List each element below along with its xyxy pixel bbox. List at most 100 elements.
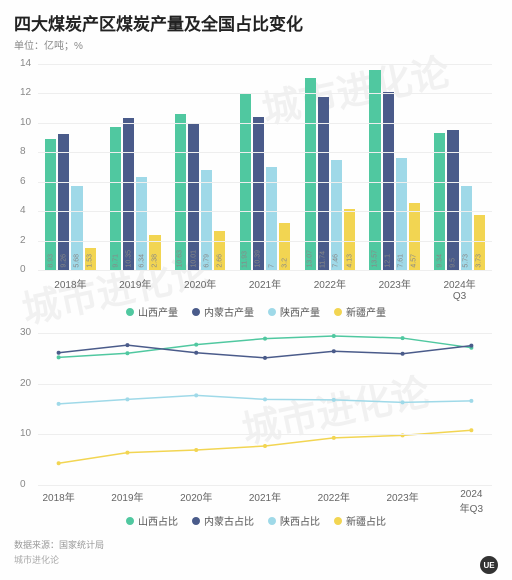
- bar-value-label: 10.35: [125, 250, 132, 268]
- bar-value-label: 13.57: [371, 250, 378, 268]
- legend-item: 山西产量: [126, 304, 178, 319]
- legend-label: 内蒙古占比: [204, 513, 254, 528]
- bar-value-label: 4.57: [411, 254, 418, 268]
- x-tick-label: 2018年: [43, 489, 75, 504]
- bar-山西产量: 9.71: [110, 127, 121, 270]
- marker: [263, 356, 267, 360]
- gridline: [38, 64, 492, 65]
- legend-label: 山西产量: [138, 304, 178, 319]
- marker: [57, 402, 61, 406]
- legend-label: 山西占比: [138, 513, 178, 528]
- legend-label: 陕西占比: [280, 513, 320, 528]
- marker: [332, 398, 336, 402]
- bar-陕西产量: 6.34: [136, 177, 147, 270]
- bar-value-label: 5.68: [73, 254, 80, 268]
- marker: [194, 351, 198, 355]
- bar-value-label: 8.93: [47, 254, 54, 268]
- legend-label: 陕西产量: [280, 304, 320, 319]
- bar-value-label: 9.26: [60, 254, 67, 268]
- bar-陕西产量: 7.61: [396, 158, 407, 270]
- bar-内蒙古产量: 10.39: [253, 117, 264, 270]
- bar-value-label: 10.39: [255, 250, 262, 268]
- marker: [469, 428, 473, 432]
- bar-新疆产量: 2.66: [214, 231, 225, 270]
- marker: [194, 393, 198, 397]
- legend-label: 内蒙古产量: [204, 304, 254, 319]
- marker: [401, 400, 405, 404]
- y-tick-label: 0: [20, 479, 26, 490]
- bar-内蒙古产量: 9.26: [58, 134, 69, 270]
- brand-logo: UE: [480, 556, 498, 574]
- bar-内蒙古产量: 10.35: [123, 118, 134, 270]
- legend-item: 山西占比: [126, 513, 178, 528]
- brand-label: 城市进化论: [0, 553, 512, 566]
- bar-chart-legend: 山西产量内蒙古产量陕西产量新疆产量: [0, 300, 512, 323]
- bar-新疆产量: 1.53: [85, 248, 96, 271]
- bar-value-label: 10.01: [190, 250, 197, 268]
- y-tick-label: 2: [20, 235, 26, 246]
- marker: [401, 352, 405, 356]
- bar-value-label: 7.46: [333, 254, 340, 268]
- bar-山西产量: 8.93: [45, 139, 56, 270]
- legend-swatch: [268, 308, 276, 316]
- legend-item: 新疆占比: [334, 513, 386, 528]
- marker: [332, 334, 336, 338]
- x-tick-label: 2023年: [386, 489, 418, 504]
- y-tick-label: 20: [20, 378, 31, 389]
- x-tick-label: 2020年: [180, 489, 212, 504]
- x-tick-label: 2023年: [379, 276, 411, 291]
- bar-陕西产量: 6.79: [201, 170, 212, 270]
- y-tick-label: 6: [20, 176, 26, 187]
- x-tick-label: 2018年: [54, 276, 86, 291]
- legend-swatch: [192, 517, 200, 525]
- gridline: [38, 93, 492, 94]
- bar-value-label: 11.74: [320, 251, 327, 268]
- bar-value-label: 6.34: [138, 254, 145, 268]
- x-tick-label: 2024年Q3: [440, 276, 478, 302]
- marker: [125, 451, 129, 455]
- legend-label: 新疆占比: [346, 513, 386, 528]
- legend-item: 内蒙古占比: [192, 513, 254, 528]
- legend-swatch: [192, 308, 200, 316]
- marker: [125, 397, 129, 401]
- y-tick-label: 10: [20, 117, 31, 128]
- x-tick-label: 2019年: [111, 489, 143, 504]
- bar-value-label: 2.66: [216, 254, 223, 268]
- gridline: [38, 123, 492, 124]
- gridline: [38, 211, 492, 212]
- y-tick-label: 4: [20, 205, 26, 216]
- marker: [125, 351, 129, 355]
- bar-新疆产量: 4.57: [409, 203, 420, 270]
- bar-value-label: 3.73: [476, 254, 483, 268]
- x-tick-label: 2024年Q3: [458, 489, 485, 515]
- x-tick-label: 2021年: [249, 489, 281, 504]
- y-tick-label: 0: [20, 264, 26, 275]
- line-chart: 01020302018年2019年2020年2021年2022年2023年202…: [14, 329, 498, 509]
- bar-新疆产量: 3.73: [474, 215, 485, 270]
- bar-value-label: 9.71: [112, 254, 119, 268]
- marker: [469, 399, 473, 403]
- marker: [263, 444, 267, 448]
- bar-value-label: 9.5: [449, 258, 456, 268]
- y-tick-label: 10: [20, 428, 31, 439]
- bar-value-label: 6.79: [203, 254, 210, 268]
- marker: [263, 397, 267, 401]
- bar-value-label: 13.07: [307, 250, 314, 268]
- y-tick-label: 30: [20, 327, 31, 338]
- gridline: [38, 241, 492, 242]
- marker: [401, 336, 405, 340]
- x-tick-label: 2022年: [318, 489, 350, 504]
- bar-新疆产量: 3.2: [279, 223, 290, 270]
- legend-swatch: [126, 517, 134, 525]
- bar-value-label: 10.63: [177, 250, 184, 268]
- marker: [57, 461, 61, 465]
- legend-item: 陕西占比: [268, 513, 320, 528]
- legend-swatch: [334, 308, 342, 316]
- marker: [194, 448, 198, 452]
- bar-内蒙古产量: 9.5: [447, 130, 458, 270]
- x-tick-label: 2019年: [119, 276, 151, 291]
- y-tick-label: 14: [20, 58, 31, 69]
- marker: [194, 343, 198, 347]
- bar-陕西产量: 5.68: [71, 186, 82, 270]
- y-tick-label: 12: [20, 87, 31, 98]
